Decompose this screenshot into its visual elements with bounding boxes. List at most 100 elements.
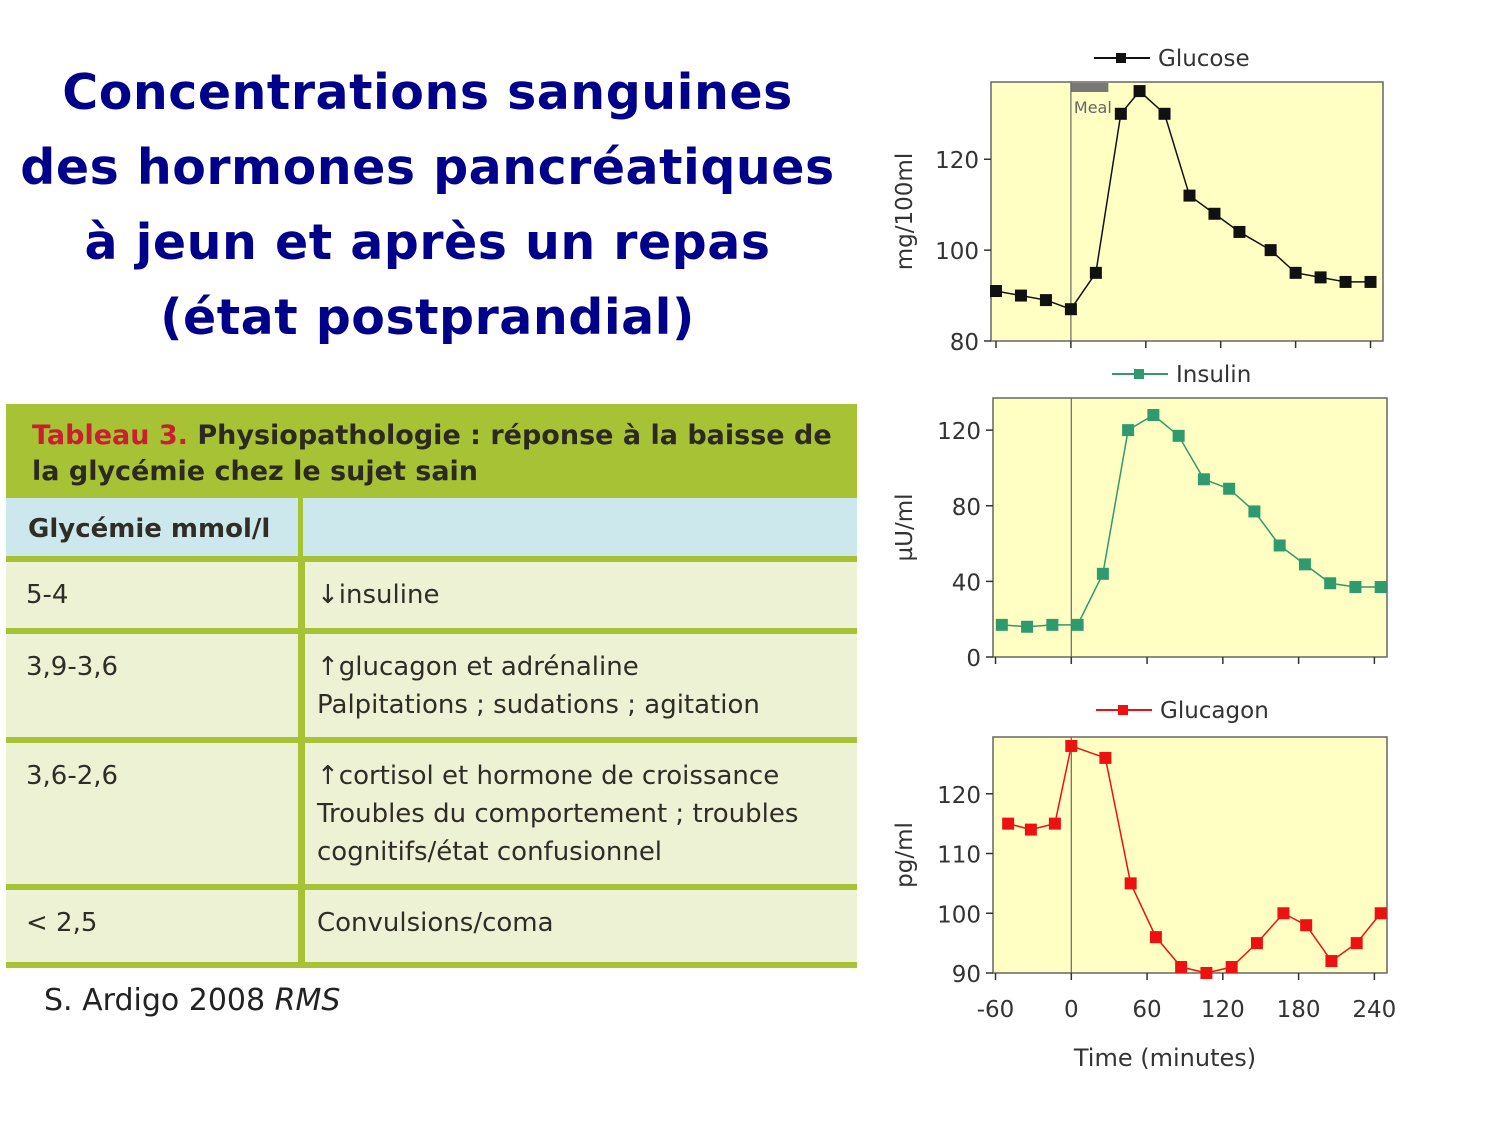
legend-label: Insulin <box>1176 362 1251 388</box>
y-tick-label: 100 <box>937 902 981 928</box>
data-point <box>1183 189 1196 202</box>
data-point <box>1250 937 1263 950</box>
data-point <box>1298 558 1311 571</box>
data-point <box>1147 409 1160 422</box>
table-cell-range: 3,9-3,6 <box>6 634 298 737</box>
data-point <box>1233 225 1246 238</box>
row-divider <box>6 962 857 968</box>
x-tick-label: 60 <box>1132 997 1161 1023</box>
data-point <box>1158 107 1171 120</box>
data-point <box>1324 577 1337 590</box>
chart-panel-insulin: 0 40 80 120 µU/ml Insulin <box>892 362 1388 672</box>
data-point <box>1300 919 1313 932</box>
slide-title: Concentrations sanguines des hormones pa… <box>10 55 845 355</box>
table-cell-range: < 2,5 <box>6 890 298 962</box>
response-line: ↓insuline <box>317 580 440 610</box>
data-point <box>1350 937 1363 950</box>
data-point <box>1002 817 1015 830</box>
data-point <box>1277 907 1290 920</box>
meal-label: Meal <box>1074 98 1112 117</box>
data-point <box>1364 275 1377 288</box>
row-divider <box>6 737 857 743</box>
row-divider <box>6 884 857 890</box>
source-citation: S. Ardigo 2008 RMS <box>44 983 340 1018</box>
response-line: Palpitations ; sudations ; agitation <box>317 690 760 720</box>
table-caption-text: Physiopathologie : réponse à la baisse d… <box>197 420 832 451</box>
data-point <box>1046 618 1059 631</box>
data-point <box>1208 207 1221 220</box>
data-point <box>1099 751 1112 764</box>
data-point <box>1374 907 1387 920</box>
table-cell-response: ↑cortisol et hormone de croissance Troub… <box>298 743 857 884</box>
data-point <box>1248 505 1261 518</box>
table-caption-text: la glycémie chez le sujet sain <box>32 456 479 487</box>
data-point <box>1039 294 1052 307</box>
table-grid: Glycémie mmol/l 5-4 ↓insuline 3,9-3,6 ↑g… <box>6 498 857 968</box>
column-header-response <box>298 498 857 556</box>
table-cell-range: 3,6-2,6 <box>6 743 298 884</box>
data-point <box>1175 961 1188 974</box>
y-axis-label: µU/ml <box>892 493 918 561</box>
table-caption: Tableau 3. Physiopathologie : réponse à … <box>6 404 857 498</box>
plot-area <box>990 81 1384 342</box>
data-point <box>995 618 1008 631</box>
source-text: S. Ardigo 2008 <box>44 983 266 1018</box>
data-point <box>1065 739 1078 752</box>
data-point <box>1314 271 1327 284</box>
legend-marker <box>1118 705 1128 715</box>
title-line: Concentrations sanguines <box>62 64 793 121</box>
physiopathology-table: Tableau 3. Physiopathologie : réponse à … <box>6 404 857 968</box>
data-point <box>1133 85 1146 98</box>
legend-marker <box>1134 369 1144 379</box>
x-tick-label: 120 <box>1201 997 1245 1023</box>
data-point <box>1200 967 1213 979</box>
data-point <box>1024 823 1037 836</box>
series-line <box>1007 744 1382 974</box>
data-point <box>1273 539 1286 552</box>
data-point <box>1114 107 1127 120</box>
data-point <box>1122 424 1135 437</box>
series-line <box>1001 414 1381 628</box>
plot-area <box>992 397 1388 658</box>
data-point <box>1021 620 1034 633</box>
response-line: Troubles du comportement ; troubles <box>317 799 799 829</box>
response-line: ↑glucagon et adrénaline <box>317 652 639 682</box>
chart-panel-glucagon: 90 100 110 120 -60 0 60 120 180 240 pg/ml Time (min… <box>892 698 1396 1072</box>
legend-label: Glucagon <box>1160 698 1269 724</box>
data-point <box>1197 473 1210 486</box>
series-line <box>995 90 1371 311</box>
data-point <box>1172 429 1185 442</box>
table-cell-response: ↑glucagon et adrénaline Palpitations ; s… <box>298 634 857 737</box>
column-header-glycemia: Glycémie mmol/l <box>6 498 298 556</box>
x-tick-label: 240 <box>1352 997 1396 1023</box>
data-point <box>1048 817 1061 830</box>
x-tick-label: 0 <box>1064 997 1079 1023</box>
table-cell-range: 5-4 <box>6 562 298 628</box>
data-point <box>1064 303 1077 316</box>
data-point <box>1349 581 1362 594</box>
data-point <box>1325 955 1338 968</box>
data-point <box>1264 244 1277 257</box>
data-point <box>1149 931 1162 944</box>
table-cell-response: Convulsions/coma <box>298 890 857 962</box>
y-tick-label: 40 <box>952 570 981 596</box>
data-point <box>1339 275 1352 288</box>
title-line: à jeun et après un repas <box>84 214 771 271</box>
table-cell-response: ↓insuline <box>298 562 857 628</box>
data-point <box>1374 581 1387 594</box>
data-point <box>1223 482 1236 495</box>
data-point <box>1096 567 1109 580</box>
x-axis-label: Time (minutes) <box>1073 1044 1256 1072</box>
data-point <box>1124 877 1137 890</box>
plot-area <box>992 736 1388 974</box>
y-tick-label: 120 <box>937 419 981 445</box>
y-tick-label: 0 <box>966 646 981 672</box>
y-tick-label: 80 <box>952 495 981 521</box>
x-tick-label: -60 <box>977 997 1015 1023</box>
legend-label: Glucose <box>1158 46 1250 72</box>
data-point <box>989 285 1002 298</box>
y-tick-label: 120 <box>937 783 981 809</box>
y-tick-label: 120 <box>935 148 979 174</box>
row-divider <box>6 628 857 634</box>
